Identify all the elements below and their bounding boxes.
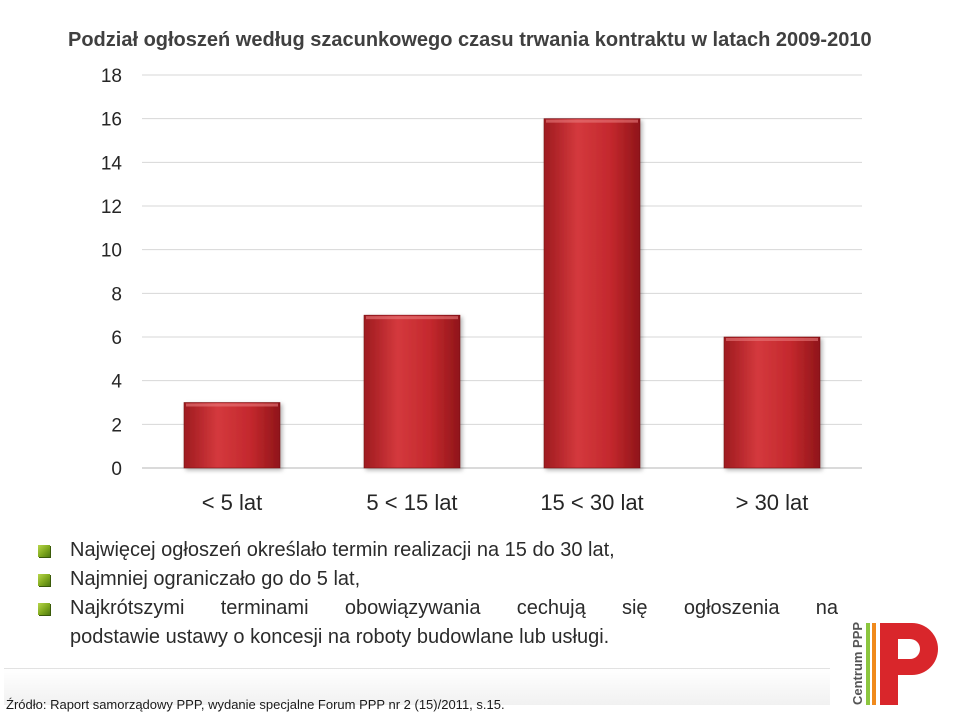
bullet-text: Najkrótszymi terminami obowiązywania cec… <box>70 597 838 619</box>
x-tick-label: > 30 lat <box>736 490 809 515</box>
source-note: Źródło: Raport samorządowy PPP, wydanie … <box>6 697 505 712</box>
logo-orange-stripe <box>872 623 876 705</box>
x-tick-label: 15 < 30 lat <box>540 490 643 515</box>
y-tick-label: 4 <box>111 372 122 393</box>
bullet-item: Najmniej ograniczało go do 5 lat, <box>38 565 838 594</box>
summary-bullet-list: Najwięcej ogłoszeń określało termin real… <box>38 536 838 652</box>
bullet-item: Najwięcej ogłoszeń określało termin real… <box>38 536 838 565</box>
bullet-square-icon <box>38 545 50 557</box>
logo-green-stripe <box>866 623 870 705</box>
logo-letter-p-icon <box>880 623 938 705</box>
bar-top-highlight <box>186 403 278 407</box>
bar-top-highlight <box>366 316 458 320</box>
bullet-text: Najmniej ograniczało go do 5 lat, <box>70 568 361 590</box>
bar-chart: Podział ogłoszeń według szacunkowego cza… <box>68 29 872 515</box>
y-tick-label: 10 <box>101 241 122 262</box>
centrum-ppp-logo: Centrum PPP <box>850 622 938 705</box>
bar-top-highlight <box>726 338 818 341</box>
bar <box>723 336 821 469</box>
logo-text: Centrum PPP <box>850 622 865 705</box>
footer-band <box>4 668 830 705</box>
y-tick-label: 18 <box>101 66 122 87</box>
bullet-text: Najwięcej ogłoszeń określało termin real… <box>70 539 615 561</box>
x-tick-label: < 5 lat <box>202 490 263 515</box>
bullet-square-icon <box>38 603 50 615</box>
bar <box>543 118 641 469</box>
x-tick-label: 5 < 15 lat <box>366 490 457 515</box>
bullet-item: Najkrótszymi terminami obowiązywania cec… <box>38 594 838 652</box>
x-axis-tick-labels: < 5 lat 5 < 15 lat 15 < 30 lat > 30 lat <box>202 490 809 515</box>
y-tick-label: 2 <box>111 415 122 436</box>
bar <box>183 402 281 469</box>
y-tick-label: 16 <box>101 110 122 131</box>
y-tick-label: 8 <box>111 284 122 305</box>
y-tick-label: 0 <box>111 459 122 480</box>
bullet-text-continuation: podstawie ustawy o koncesji na roboty bu… <box>70 626 610 648</box>
bar-series <box>183 118 821 469</box>
bar-top-highlight <box>546 119 638 123</box>
bullet-square-icon <box>38 574 50 586</box>
y-tick-label: 14 <box>101 153 123 174</box>
chart-title: Podział ogłoszeń według szacunkowego cza… <box>68 29 872 51</box>
y-tick-label: 6 <box>111 328 122 349</box>
y-axis-tick-labels: 0 2 4 6 8 10 12 14 16 18 <box>101 66 123 480</box>
y-tick-label: 12 <box>101 197 122 218</box>
bar <box>363 314 461 469</box>
